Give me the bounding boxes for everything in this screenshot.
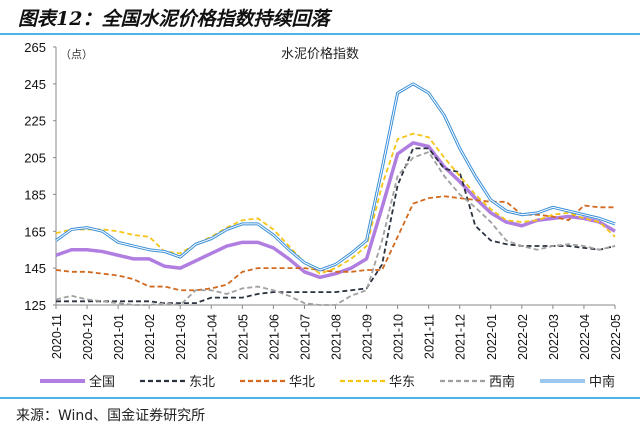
series-line-inner-中南 (55, 83, 616, 271)
series-line-华东 (55, 132, 616, 275)
y-tick-label: 185 (24, 187, 46, 202)
series-line-中南 (55, 82, 616, 272)
y-tick-label: 125 (24, 298, 46, 313)
legend-label: 全国 (89, 374, 115, 390)
legend-label: 中南 (589, 374, 615, 390)
legend-label: 华北 (289, 375, 315, 390)
x-tick-label: 2021-10 (392, 314, 406, 360)
y-tick-label: 245 (24, 77, 46, 92)
y-tick-label: 165 (24, 224, 46, 239)
series-line-西南 (55, 151, 616, 306)
x-tick-label: 2021-04 (205, 314, 219, 360)
y-tick-label: 145 (24, 261, 46, 276)
x-tick-label: 2021-12 (454, 314, 468, 360)
line-chart: 125 145 165 185 205 225 245 265 （点） 水泥价格指数 2020-11… (24, 40, 623, 390)
x-tick-label: 2021-03 (174, 314, 188, 360)
legend-label: 东北 (189, 375, 215, 390)
x-tick-label: 2021-05 (236, 314, 250, 360)
x-tick-label: 2021-06 (267, 314, 281, 360)
top-divider (0, 33, 640, 35)
chart-title: 水泥价格指数 (281, 46, 359, 62)
x-tick-label: 2022-02 (516, 314, 530, 360)
source-note: 来源：Wind、国金证券研究所 (16, 408, 206, 424)
x-tick-label: 2022-05 (609, 314, 623, 360)
x-tick-label: 2021-09 (361, 314, 375, 360)
y-tick-label: 225 (24, 114, 46, 129)
x-tick-label: 2021-02 (143, 314, 157, 360)
figure-title: 图表12：全国水泥价格指数持续回落 (18, 8, 330, 30)
y-tick-label: 265 (24, 40, 46, 55)
x-tick-label: 2022-04 (578, 314, 592, 360)
x-tick-label: 2021-07 (298, 314, 312, 360)
x-tick-label: 2022-01 (485, 314, 499, 360)
legend-label: 西南 (489, 374, 515, 390)
y-tick-label: 205 (24, 151, 46, 166)
bottom-divider (0, 397, 640, 399)
x-tick-label: 2020-12 (81, 314, 95, 360)
x-tick-label: 2021-11 (423, 314, 437, 359)
series-line-全国 (55, 141, 616, 280)
x-tick-label: 2020-11 (50, 314, 64, 359)
series-line-东北 (56, 147, 616, 305)
x-tick-label: 2021-08 (330, 314, 344, 360)
x-tick-label: 2022-03 (547, 314, 561, 360)
y-axis-unit: （点） (60, 48, 93, 61)
legend-label: 华东 (389, 375, 415, 390)
x-tick-label: 2021-01 (112, 314, 126, 360)
series-line-华北 (55, 195, 615, 292)
